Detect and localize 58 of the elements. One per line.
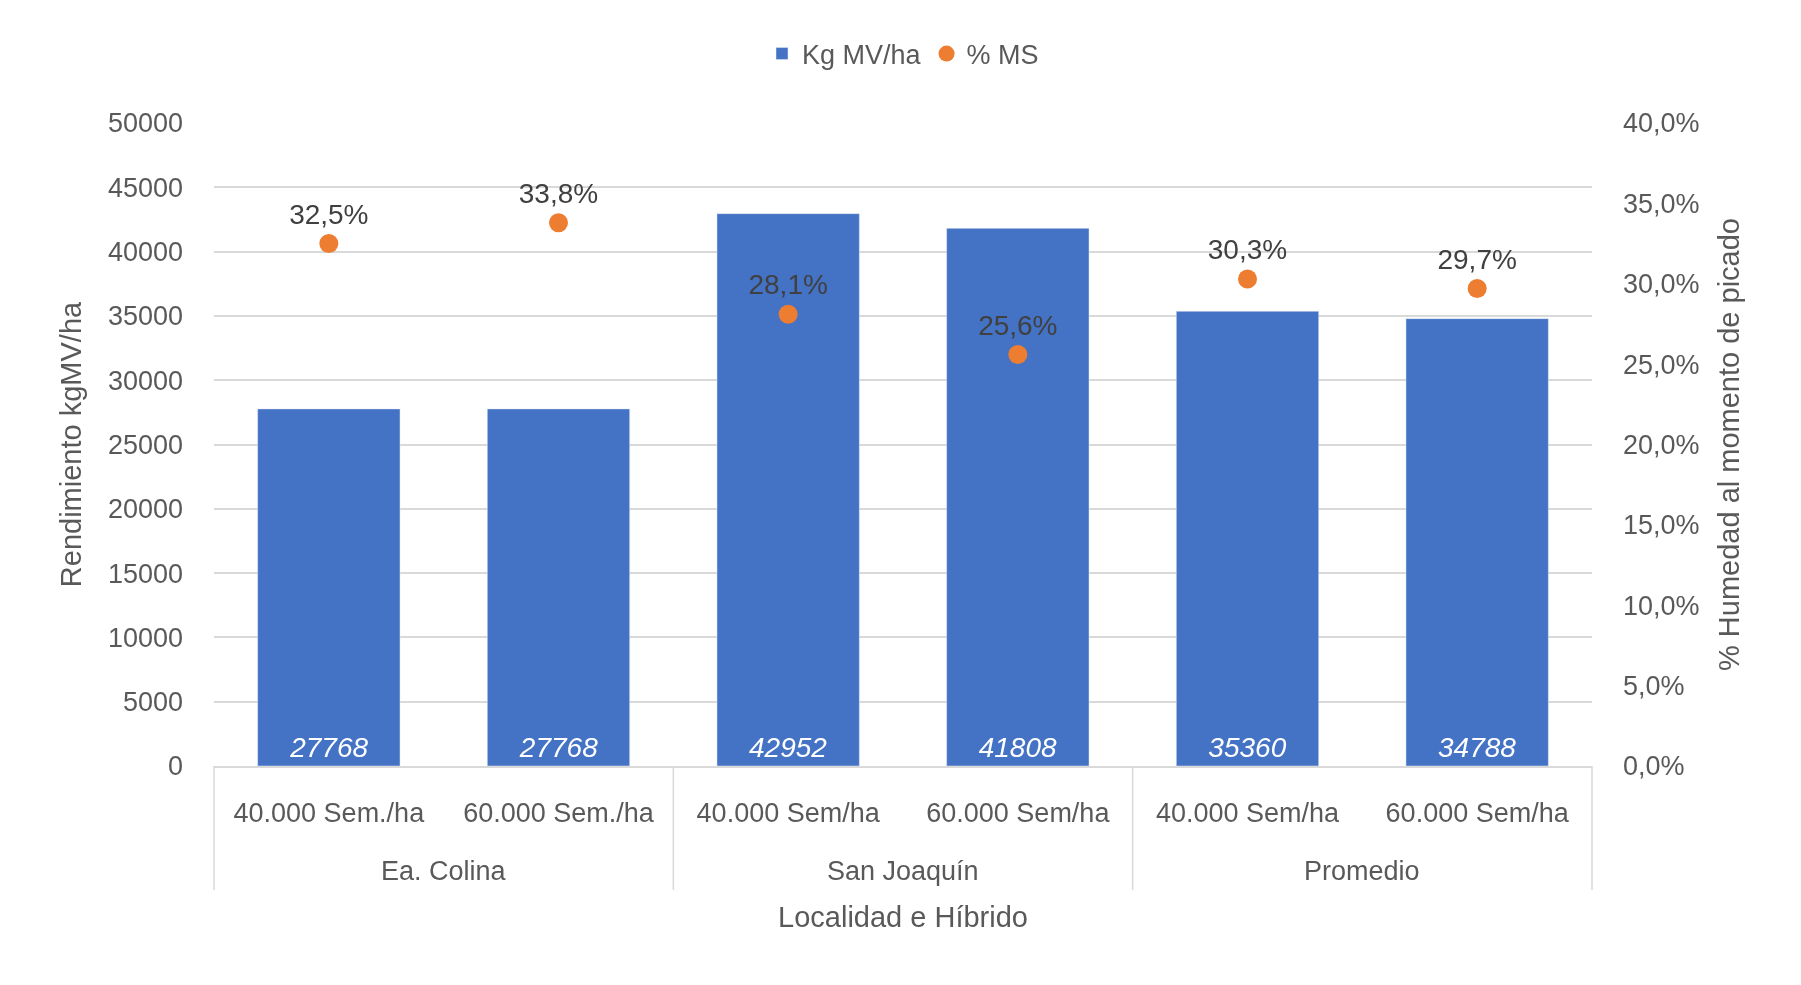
y-tick-label: 45000 [107,172,183,203]
y2-axis-title: % Humedad al momento de picado [1713,218,1746,671]
point [1238,269,1257,289]
text: San Joaquín [827,856,979,886]
data-label: 33,8% [518,177,599,209]
y2-tick-label: 0,0% [1623,751,1685,782]
y2-tick-label: 35,0% [1623,188,1700,219]
x-tick-label: 60.000 Sem/ha [1385,798,1570,829]
point [1008,344,1028,364]
point [778,304,798,324]
y-tick-label: 25000 [107,429,183,460]
y-axis-title: Rendimiento kgMV/ha [55,300,88,588]
data-label: 32,5% [289,198,369,230]
x-tick-label: 60.000 Sem/ha [926,798,1111,829]
bar [1405,318,1549,766]
y2-tick-label: 20,0% [1623,429,1700,460]
point [319,234,339,254]
point [1467,279,1487,299]
y2-tick-label: 15,0% [1623,510,1700,541]
y-tick-label: 50000 [107,108,183,139]
data-label: 35360 [1208,732,1287,763]
legend-label: % MS [966,40,1039,71]
data-label: 29,7% [1437,243,1517,275]
text: Ea. Colina [381,856,507,886]
data-label: 25,6% [978,309,1058,341]
data-label: 41808 [978,732,1057,763]
text: Promedio [1304,856,1420,886]
y-tick-label: 20000 [107,494,183,525]
data-label: 30,3% [1207,234,1288,266]
data-label: 34788 [1438,732,1517,763]
y2-tick-label: 30,0% [1623,269,1700,300]
y-tick-label: 35000 [107,301,183,332]
y2-tick-label: 25,0% [1623,349,1700,380]
y-tick-label: 5000 [122,687,183,718]
point [549,213,568,233]
y-tick-label: 10000 [107,622,183,653]
x-tick-label: 40.000 Sem/ha [696,798,881,829]
y-tick-label: 0 [167,751,183,782]
bar [487,408,630,766]
bar [257,408,401,766]
data-label: 27768 [518,732,599,763]
data-label: 27768 [289,732,369,763]
data-label: 42952 [749,732,828,763]
x-tick-label: 60.000 Sem./ha [463,798,655,829]
y2-tick-label: 10,0% [1623,590,1700,621]
bar [946,228,1090,766]
y2-tick-label: 40,0% [1623,108,1700,139]
bar [1176,311,1319,766]
x-axis-title: Localidad e Híbrido [778,901,1028,934]
data-label: 28,1% [748,269,828,301]
x-tick-label: 40.000 Sem/ha [1155,798,1341,829]
y2-tick-label: 5,0% [1623,671,1685,702]
x-tick-label: 40.000 Sem./ha [233,798,426,829]
legend-label: Kg MV/ha [802,40,922,71]
y-tick-label: 15000 [107,558,183,589]
bar [716,213,860,766]
y-tick-label: 30000 [107,365,183,396]
y-tick-label: 40000 [107,237,183,268]
